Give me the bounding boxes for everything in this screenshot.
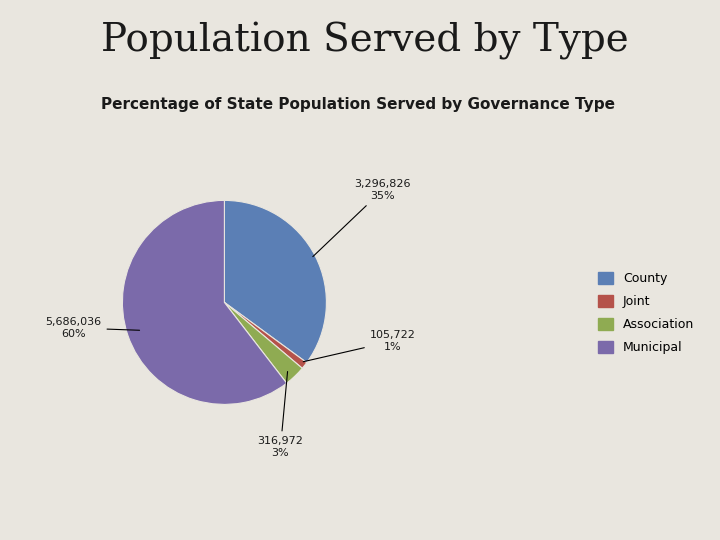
Text: 316,972
3%: 316,972 3% <box>258 372 303 458</box>
Text: 105,722
1%: 105,722 1% <box>303 330 415 362</box>
Wedge shape <box>225 200 326 363</box>
Text: Population Served by Type: Population Served by Type <box>101 22 629 59</box>
Text: Percentage of State Population Served by Governance Type: Percentage of State Population Served by… <box>101 97 615 112</box>
Legend: County, Joint, Association, Municipal: County, Joint, Association, Municipal <box>593 267 699 359</box>
Text: 3,296,826
35%: 3,296,826 35% <box>312 179 410 256</box>
Wedge shape <box>122 200 287 404</box>
Text: 5,686,036
60%: 5,686,036 60% <box>45 317 140 339</box>
Wedge shape <box>225 302 307 368</box>
Wedge shape <box>225 302 302 383</box>
